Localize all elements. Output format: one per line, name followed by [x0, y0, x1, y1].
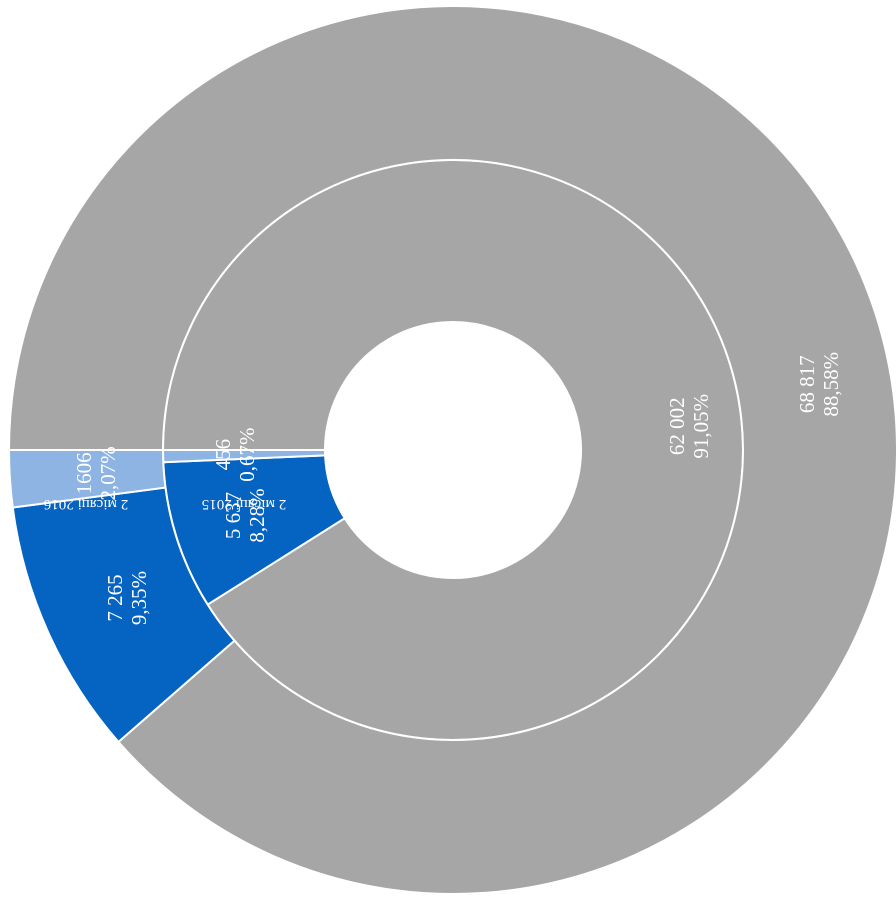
data-label-ring2-lightblue: 16062,07%	[72, 446, 120, 500]
value-label: 7 265	[103, 574, 127, 621]
data-label-ring1-blue: 5 6378,28%	[221, 488, 269, 542]
value-label: 1606	[72, 452, 96, 494]
value-label: 5 637	[221, 492, 245, 539]
value-label: 68 817	[795, 355, 819, 413]
data-label-ring1-grey: 62 00291,05%	[665, 394, 713, 459]
percent-label: 9,35%	[127, 571, 151, 625]
percent-label: 2,07%	[96, 446, 120, 500]
ring-name-label: 2 місяці 2015	[202, 496, 286, 512]
percent-label: 91,05%	[689, 394, 713, 459]
data-label-ring2-grey: 68 81788,58%	[795, 352, 843, 417]
percent-label: 8,28%	[245, 488, 269, 542]
percent-label: 88,58%	[819, 352, 843, 417]
value-label: 62 002	[665, 397, 689, 455]
ring-name-label: 2 місяці 2016	[43, 496, 128, 512]
data-label-ring2-blue: 7 2659,35%	[103, 571, 151, 625]
value-label: 456	[211, 439, 235, 471]
slice-ring2-grey	[7, 5, 896, 895]
percent-label: 0,67%	[235, 428, 259, 482]
data-label-ring1-lightblue: 4560,67%	[211, 428, 259, 482]
slice-ring2-lightblue	[7, 449, 167, 509]
